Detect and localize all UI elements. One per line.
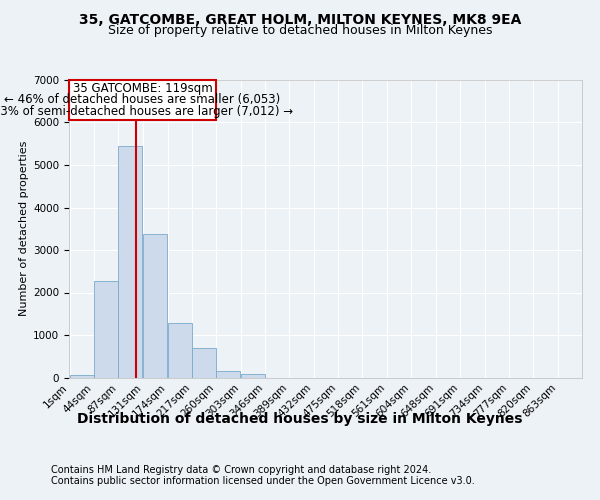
Text: Contains public sector information licensed under the Open Government Licence v3: Contains public sector information licen… (51, 476, 475, 486)
Bar (192, 348, 216, 378)
Text: 53% of semi-detached houses are larger (7,012) →: 53% of semi-detached houses are larger (… (0, 105, 293, 118)
Text: Contains HM Land Registry data © Crown copyright and database right 2024.: Contains HM Land Registry data © Crown c… (51, 465, 431, 475)
Text: Distribution of detached houses by size in Milton Keynes: Distribution of detached houses by size … (77, 412, 523, 426)
Bar (70, 376, 94, 378)
Bar (94, 280, 118, 378)
Text: 35, GATCOMBE, GREAT HOLM, MILTON KEYNES, MK8 9EA: 35, GATCOMBE, GREAT HOLM, MILTON KEYNES,… (79, 12, 521, 26)
Bar (69, 80, 216, 120)
Text: Size of property relative to detached houses in Milton Keynes: Size of property relative to detached ho… (108, 24, 492, 37)
Bar (216, 370, 240, 378)
Bar (118, 146, 142, 378)
Bar (241, 374, 265, 378)
Bar (167, 323, 191, 378)
Bar (143, 234, 167, 378)
Text: ← 46% of detached houses are smaller (6,053): ← 46% of detached houses are smaller (6,… (4, 93, 281, 106)
Text: 35 GATCOMBE: 119sqm: 35 GATCOMBE: 119sqm (73, 82, 212, 94)
Y-axis label: Number of detached properties: Number of detached properties (19, 141, 29, 316)
